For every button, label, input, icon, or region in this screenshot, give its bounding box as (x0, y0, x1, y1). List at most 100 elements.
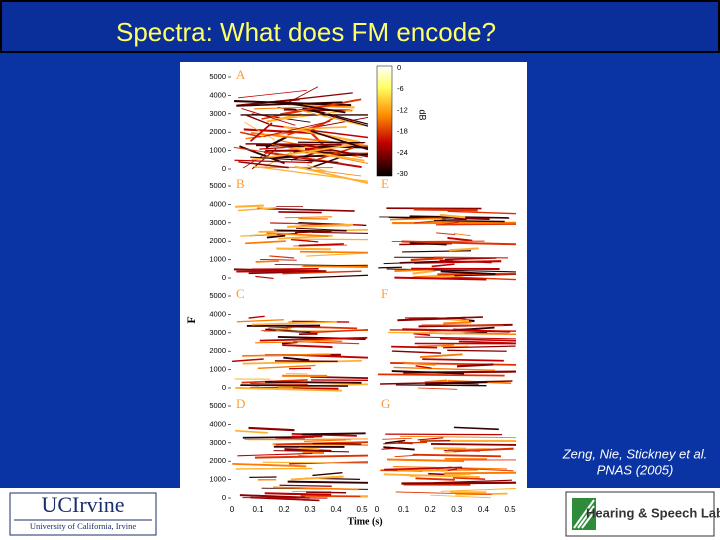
spectrogram-stripe (428, 472, 445, 476)
spectrogram-stripe (289, 367, 312, 370)
y-tick-label: 4000 (209, 419, 226, 428)
spectrogram-stripe (394, 276, 487, 281)
y-tick-label: 1000 (209, 365, 226, 374)
y-tick-label: 3000 (209, 218, 226, 227)
spectrogram-stripe (443, 321, 472, 325)
spectrogram-stripe (424, 379, 448, 384)
spectrogram-stripe (439, 337, 517, 342)
spectrogram-stripe (451, 328, 473, 332)
spectrogram-stripe (452, 476, 486, 481)
spectrogram-stripe (242, 497, 328, 499)
spectrogram-stripe (248, 315, 265, 319)
spectrogram-stripe (236, 319, 284, 323)
title-bar (0, 0, 720, 53)
spectrogram-stripe (278, 211, 322, 214)
spectrogram-stripe (235, 386, 343, 392)
x-tick-label: 0.3 (451, 505, 463, 514)
spectrogram-stripe (255, 260, 279, 263)
spectrogram-stripe (383, 446, 415, 451)
spectrogram-stripe (265, 135, 288, 149)
spectrogram-stripe (242, 353, 331, 357)
right-logo-icon (572, 498, 596, 530)
spectrogram-stripe (253, 165, 369, 182)
spectrogram-stripe (280, 98, 362, 116)
y-tick-label: 0 (222, 273, 226, 282)
spectrogram-stripe (299, 250, 369, 254)
spectrogram-stripe (290, 475, 344, 481)
spectrogram-stripe (391, 350, 442, 354)
figure (180, 62, 527, 528)
y-tick-label: 3000 (209, 328, 226, 337)
y-tick-label: 2000 (209, 236, 226, 245)
citation: PNAS (2005) (597, 462, 674, 477)
spectrogram-stripe (401, 240, 517, 246)
y-tick-label: 3000 (209, 438, 226, 447)
x-tick-label: 0.5 (504, 505, 516, 514)
spectrogram-stripe (254, 105, 348, 110)
spectrogram-stripe (436, 223, 517, 226)
spectrogram-stripe (456, 467, 514, 472)
y-tick-label: 5000 (209, 291, 226, 300)
spectrogram-stripe (447, 210, 517, 215)
spectrogram-stripe (241, 107, 296, 126)
left-logo (9, 492, 157, 536)
spectrogram-stripe (436, 232, 456, 236)
spectrogram-stripe (282, 270, 362, 275)
spectrogram-stripe (237, 452, 313, 457)
spectrogram-stripe (395, 384, 487, 387)
spectrogram-stripe (434, 219, 505, 223)
spectrogram-stripe (251, 320, 337, 326)
spectrogram-stripe (403, 361, 436, 366)
spectrogram-stripe (235, 204, 264, 208)
spectrogram-stripe (248, 270, 316, 275)
slide-title: Spectra: What does FM encode? (116, 17, 496, 47)
spectrogram-stripe (417, 437, 444, 441)
spectrogram-stripe (409, 242, 447, 246)
x-tick-label: 0.1 (252, 505, 264, 514)
spectrogram-stripe (250, 382, 308, 385)
spectrogram-stripe (257, 207, 355, 212)
y-axis-label: F (184, 316, 198, 323)
spectrogram-stripe (384, 439, 406, 444)
spectrogram-stripe (282, 344, 333, 349)
panel-label: C (236, 286, 245, 301)
y-tick-label: 4000 (209, 309, 226, 318)
spectrogram-stripe (275, 437, 305, 440)
spectrogram-stripe (245, 114, 270, 125)
spectrogram-stripe (237, 207, 277, 212)
x-tick-label: 0.3 (304, 505, 316, 514)
spectrogram-stripe (381, 447, 399, 450)
x-axis-label: Time (s) (347, 516, 382, 527)
spectrogram-stripe (288, 86, 319, 103)
spectrogram-stripe (232, 358, 264, 363)
spectrogram-stripe (402, 250, 472, 253)
spectrogram-stripe (412, 269, 436, 275)
y-tick-label: 1000 (209, 475, 226, 484)
spectrogram-stripe (298, 447, 319, 451)
x-tick-label: 0.4 (330, 505, 342, 514)
spectrogram-stripe (234, 159, 313, 164)
spectrogram-stripe (430, 494, 491, 499)
spectrogram-stripe (433, 256, 509, 259)
spectrogram-stripe (250, 156, 339, 163)
spectrogram-stripe (283, 356, 310, 362)
spectrogram-stripe (413, 208, 478, 212)
spectrogram-stripe (290, 126, 347, 131)
citation: Zeng, Nie, Stickney et al. (562, 446, 708, 461)
spectrogram-stripe (235, 429, 268, 434)
panel-label: G (381, 396, 390, 411)
right-logo-name: Hearing & Speech Lab (586, 505, 720, 520)
y-tick-label: 5000 (209, 401, 226, 410)
spectrogram-stripe (276, 247, 331, 251)
spectrogram-stripe (260, 328, 289, 332)
y-tick-label: 0 (222, 383, 226, 392)
spectrogram-stripe (306, 164, 331, 173)
spectrogram-stripe (251, 142, 360, 161)
spectrogram-stripe (437, 382, 479, 385)
x-tick-label: 0.4 (478, 505, 490, 514)
spectrogram-stripe (263, 120, 331, 137)
x-tick-label: 0 (375, 505, 380, 514)
spectrogram-stripe (454, 233, 471, 237)
spectrogram-stripe (266, 234, 286, 239)
